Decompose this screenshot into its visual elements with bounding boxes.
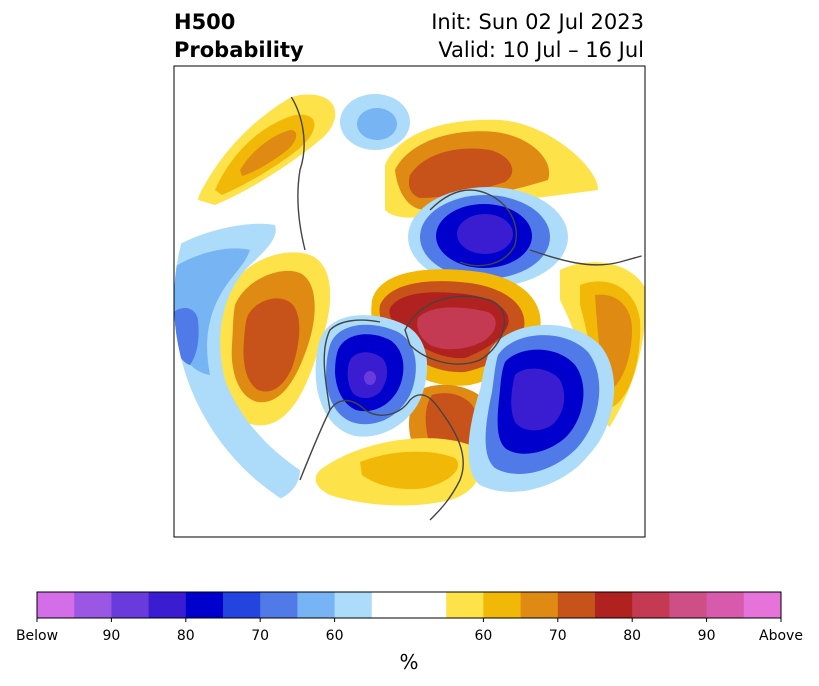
colorbar-cell — [297, 592, 336, 618]
colorbar-cell — [520, 592, 559, 618]
colorbar-unit: % — [399, 650, 419, 674]
colorbar-cell — [371, 592, 447, 618]
colorbar-cell — [223, 592, 261, 618]
map-title: H500 Probability — [174, 8, 304, 64]
colorbar-cell — [595, 592, 633, 618]
date-info: Init: Sun 02 Jul 2023 Valid: 10 Jul – 16… — [431, 8, 644, 64]
colorbar-cell — [743, 592, 782, 618]
anomaly-central-us-above — [315, 438, 482, 506]
colorbar-cell — [706, 592, 745, 618]
title-line-1: H500 — [174, 10, 236, 34]
init-date: Init: Sun 02 Jul 2023 — [431, 10, 644, 34]
anomaly-ne-siberia-below — [340, 94, 410, 150]
title-line-2: Probability — [174, 38, 304, 62]
colorbar-tick-label: 60 — [474, 628, 493, 644]
colorbar-cell — [37, 592, 75, 618]
colorbar-cell — [446, 592, 484, 618]
colorbar-cell — [669, 592, 708, 618]
colorbar-tick-label: Below — [15, 628, 59, 644]
colorbar-tick-label: 90 — [102, 628, 121, 644]
anomaly-ne-pacific-above — [217, 252, 331, 426]
colorbar-cell — [185, 592, 224, 618]
colorbar-tick-label: 90 — [697, 628, 716, 644]
colorbar-tick-label: 80 — [623, 628, 642, 644]
valid-range: Valid: 10 Jul – 16 Jul — [438, 38, 644, 62]
colorbar-cell — [483, 592, 522, 618]
colorbar-tick-label: 70 — [251, 628, 270, 644]
colorbar-cell — [148, 592, 187, 618]
anomaly-siberia-above — [385, 119, 599, 218]
map-frame — [173, 65, 646, 538]
colorbar-cell — [74, 592, 112, 618]
colorbar-cell — [632, 592, 670, 618]
colorbar-tick-label: 60 — [325, 628, 344, 644]
colorbar-tick-label: Above — [759, 628, 803, 644]
colorbar-frame — [36, 591, 782, 619]
colorbar-cell — [260, 592, 298, 618]
colorbar-ticks — [36, 618, 782, 622]
anomaly-north-atlantic-below — [468, 324, 615, 492]
colorbar-tick-label: 80 — [176, 628, 195, 644]
colorbar-cell — [334, 592, 373, 618]
colorbar-cell — [557, 592, 596, 618]
anomaly-gulf-of-alaska-below — [315, 315, 428, 437]
colorbar-cell — [111, 592, 150, 618]
anomaly-barents-below — [408, 187, 568, 287]
colorbar-cells — [37, 592, 782, 618]
colorbar-tick-label: 70 — [548, 628, 567, 644]
